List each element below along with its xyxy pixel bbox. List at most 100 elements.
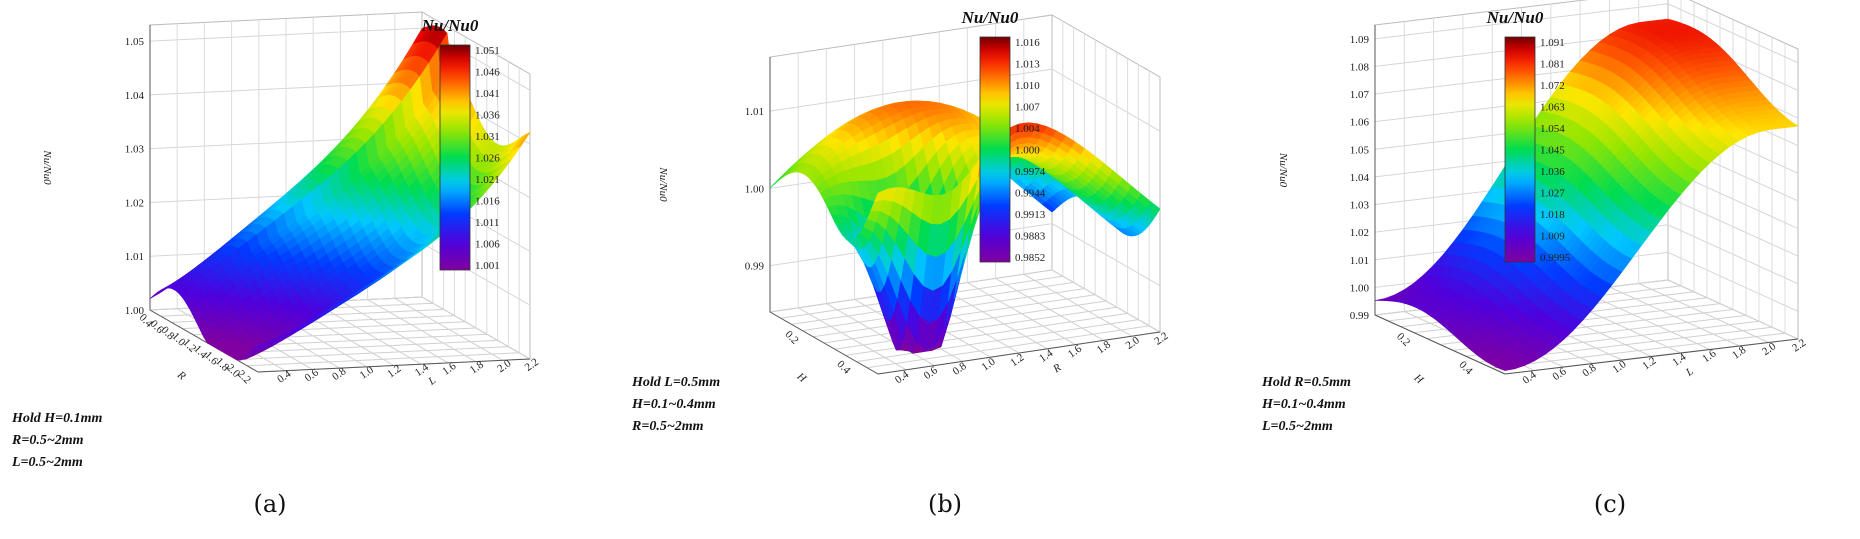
x-axis-line bbox=[769, 311, 879, 375]
x-axis-line bbox=[1374, 314, 1506, 375]
hold-line: R=0.5~2mm bbox=[632, 419, 704, 434]
colorbar-tick-label: 0.9974 bbox=[1015, 166, 1046, 178]
colorbar-tick-label: 1.006 bbox=[475, 239, 500, 251]
floor-gridline bbox=[845, 312, 1128, 356]
colorbar-tick-label: 0.9852 bbox=[1015, 252, 1045, 264]
floor-gridline bbox=[1667, 279, 1799, 340]
x-axis-label: H bbox=[794, 370, 809, 386]
x-tick-label: 0.4 bbox=[834, 358, 853, 377]
z-tick-label: 0.99 bbox=[745, 261, 765, 273]
surface-patch bbox=[516, 131, 531, 149]
colorbar-tick-label: 1.021 bbox=[475, 174, 500, 186]
x-axis-line bbox=[149, 309, 259, 373]
colorbar-tick-label: 1.081 bbox=[1540, 59, 1565, 71]
colorbar-tick-label: 1.013 bbox=[1015, 59, 1040, 71]
colorbar-tick-label: 1.036 bbox=[1540, 166, 1565, 178]
z-tick-label: 1.05 bbox=[1350, 144, 1370, 156]
z-tick-label: 1.08 bbox=[1350, 61, 1370, 73]
floor-gridline bbox=[247, 352, 520, 367]
x-tick-label: 0.2 bbox=[783, 329, 801, 347]
floor-gridline bbox=[867, 325, 1150, 369]
z-tick-label: 1.00 bbox=[125, 305, 145, 317]
y-axis-label: L bbox=[1683, 365, 1696, 379]
floor-gridline bbox=[1051, 269, 1161, 333]
z-tick-label: 1.05 bbox=[125, 36, 145, 48]
hold-line: Hold H=0.1mm bbox=[12, 411, 103, 426]
colorbar-tick-label: 1.016 bbox=[475, 196, 500, 208]
y-axis-line bbox=[877, 331, 1161, 375]
colorbar-tick-label: 1.001 bbox=[475, 260, 500, 272]
colorbar bbox=[439, 44, 471, 271]
floor-gridline bbox=[967, 282, 1076, 346]
floor-gridline bbox=[938, 286, 1048, 350]
x-axis-label: H bbox=[1411, 371, 1426, 387]
z-tick-label: 1.07 bbox=[1350, 89, 1370, 101]
colorbar-title: Nu/Nu0 bbox=[961, 8, 1019, 27]
colorbar-tick-label: 1.036 bbox=[475, 110, 500, 122]
panel-label-a: (a) bbox=[253, 490, 287, 518]
floor-gridline bbox=[367, 299, 476, 363]
panel-a: 1.00 1.01 1.02 1.03 1.04 1.05 Nu/Nu0 0.4 0.6 0.8 1… bbox=[0, 0, 620, 539]
z-tick-label: 1.03 bbox=[125, 144, 145, 156]
colorbar-tick-label: 1.041 bbox=[475, 88, 500, 100]
colorbar-tick-label: 1.010 bbox=[1015, 80, 1040, 92]
floor-gridline bbox=[312, 301, 422, 365]
z-tick-label: 1.03 bbox=[1350, 200, 1370, 212]
z-tick-label: 1.00 bbox=[1350, 282, 1370, 294]
z-axis-label: Nu/Nu0 bbox=[41, 149, 53, 185]
colorbar-tick-label: 0.9883 bbox=[1015, 231, 1046, 243]
colorbar-tick-label: 1.051 bbox=[475, 45, 500, 57]
x-axis-label: R bbox=[174, 368, 188, 382]
colorbar-tick-label: 1.072 bbox=[1540, 80, 1565, 92]
hold-annotation-b: Hold L=0.5mm H=0.1~0.4mm R=0.5~2mm bbox=[632, 372, 720, 438]
hold-line: L=0.5~2mm bbox=[12, 455, 83, 470]
colorbar-tick-label: 1.045 bbox=[1540, 145, 1565, 157]
y-axis-line bbox=[1504, 338, 1799, 375]
colorbar-tick-label: 0.9913 bbox=[1015, 209, 1046, 221]
z-tick-label: 1.02 bbox=[125, 197, 144, 209]
hold-line: H=0.1~0.4mm bbox=[1262, 397, 1346, 412]
y-axis-label: R bbox=[1050, 362, 1063, 376]
hold-annotation-a: Hold H=0.1mm R=0.5~2mm L=0.5~2mm bbox=[12, 408, 102, 474]
floor-gridline bbox=[236, 346, 509, 361]
z-tick-label: 1.02 bbox=[1350, 227, 1369, 239]
colorbar-tick-label: 1.004 bbox=[1015, 123, 1040, 135]
colorbar-title: Nu/Nu0 bbox=[421, 16, 479, 35]
colorbar-tick-label: 1.016 bbox=[1015, 37, 1040, 49]
colorbar-tick-label: 1.063 bbox=[1540, 102, 1565, 114]
floor-gridline bbox=[1023, 273, 1133, 337]
z-gridline bbox=[769, 68, 1161, 132]
panel-label-b: (b) bbox=[927, 490, 963, 518]
colorbar-tick-label: 1.027 bbox=[1540, 188, 1565, 200]
x-tick-label: 0.4 bbox=[1457, 359, 1476, 378]
y-axis-line bbox=[257, 358, 531, 373]
x-tick-label: 0.2 bbox=[1394, 331, 1412, 349]
panel-b: 0.99 1.00 1.01 Nu/Nu0 0.2 0.4 H 0.4 0.6 0.8 1.0 1.2… bbox=[620, 0, 1240, 539]
z-gridline bbox=[149, 27, 531, 91]
colorbar-tick-label: 1.091 bbox=[1540, 37, 1565, 49]
surface-patch bbox=[1783, 122, 1799, 128]
colorbar-tick-label: 1.011 bbox=[475, 217, 499, 229]
surface bbox=[1374, 18, 1799, 371]
hold-line: Hold L=0.5mm bbox=[632, 375, 721, 390]
colorbar-tick-label: 0.9944 bbox=[1015, 188, 1046, 200]
hold-line: L=0.5~2mm bbox=[1262, 419, 1333, 434]
colorbar-title: Nu/Nu0 bbox=[1486, 8, 1544, 27]
floor-gridline bbox=[856, 319, 1139, 363]
floor-gridline bbox=[225, 339, 498, 354]
hold-line: Hold R=0.5mm bbox=[1262, 375, 1351, 390]
hold-line: H=0.1~0.4mm bbox=[632, 397, 716, 412]
z-tick-label: 1.04 bbox=[1350, 172, 1370, 184]
hold-line: R=0.5~2mm bbox=[12, 433, 84, 448]
colorbar-tick-label: 1.054 bbox=[1540, 123, 1565, 135]
z-axis-label: Nu/Nu0 bbox=[657, 166, 669, 202]
surface-patch bbox=[1146, 201, 1161, 216]
floor-gridline bbox=[1609, 286, 1740, 347]
y-axis-label: L bbox=[426, 374, 439, 388]
surface bbox=[769, 100, 1161, 354]
colorbar-tick-label: 1.000 bbox=[1015, 145, 1040, 157]
hold-annotation-c: Hold R=0.5mm H=0.1~0.4mm L=0.5~2mm bbox=[1262, 372, 1351, 438]
floor-gridline bbox=[834, 306, 1117, 350]
